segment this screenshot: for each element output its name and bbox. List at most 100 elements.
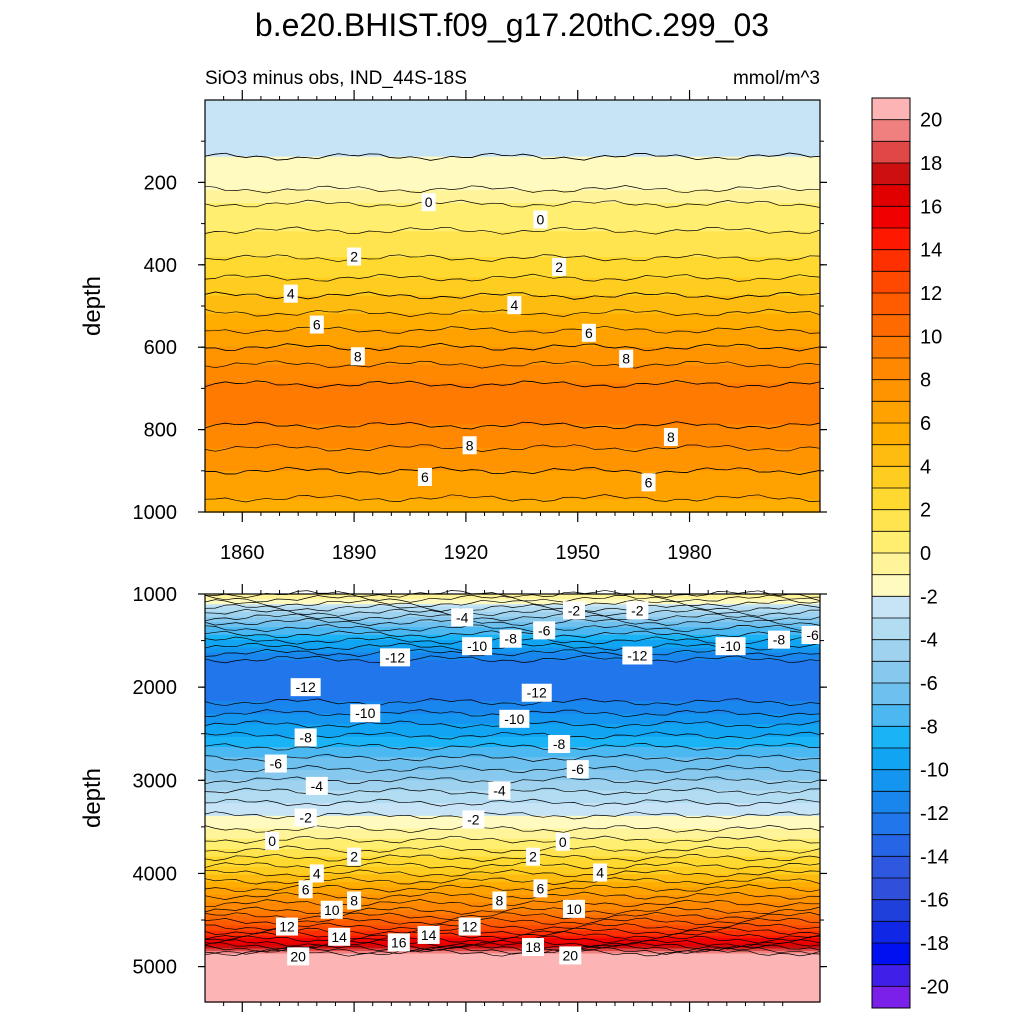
contour-band <box>205 928 820 932</box>
contour-label-text: 14 <box>331 929 347 945</box>
contour-label: 10 <box>563 899 585 918</box>
contour-band <box>205 257 820 261</box>
contour-label-text: -2 <box>568 602 581 618</box>
contour-band <box>205 665 820 669</box>
contour-band <box>205 352 820 356</box>
contour-band <box>205 200 820 204</box>
contour-band <box>205 372 820 377</box>
contour-band <box>205 833 820 838</box>
contour-label: 4 <box>507 296 522 315</box>
contour-label: -8 <box>768 630 790 649</box>
contour-band <box>205 344 820 348</box>
lower-panel: -4 -2 -2-8-6-10 -10 -8 -6-12 -12-12 -12-10 -10-8… <box>79 584 827 1012</box>
contour-label-text: -12 <box>385 649 405 665</box>
x-tick-label: 1950 <box>555 542 600 564</box>
contour-label-text: 6 <box>302 881 310 897</box>
contour-band <box>205 963 820 968</box>
contour-label-text: -2 <box>467 811 480 827</box>
contour-band <box>205 491 820 495</box>
contour-label-text: -12 <box>296 679 316 695</box>
contour-label: 0 <box>421 193 436 212</box>
contour-band <box>205 403 820 408</box>
contour-band <box>205 831 820 835</box>
contour-band <box>205 128 820 132</box>
contour-label: -10 <box>462 637 493 656</box>
contour-band <box>205 318 820 323</box>
contour-label: -10 <box>715 637 746 656</box>
x-tick-label: 1980 <box>667 542 712 564</box>
contour-label-text: -10 <box>355 705 375 721</box>
contour-band <box>205 996 820 1001</box>
contour-band <box>205 966 820 970</box>
contour-label: 6 <box>533 879 548 898</box>
contour-band <box>205 657 820 662</box>
colorbar-label: -16 <box>920 890 949 912</box>
contour-band <box>205 254 820 258</box>
contour-label-text: 6 <box>645 474 653 490</box>
x-axis: 1860 1890 1920 1950 1980 <box>220 90 784 564</box>
colorbar-label: -14 <box>920 846 949 868</box>
contour-label-text: 0 <box>268 833 276 849</box>
contour-band <box>205 846 820 850</box>
colorbar-swatch <box>872 141 910 164</box>
contour-band <box>205 272 820 276</box>
contour-label-text: -10 <box>504 711 524 727</box>
contour-band <box>205 102 820 106</box>
contour-label-text: -12 <box>527 685 547 701</box>
contour-band <box>205 754 820 758</box>
contour-band <box>205 777 820 781</box>
contour-label-text: 8 <box>350 892 358 908</box>
contour-line <box>204 845 821 854</box>
contour-line <box>204 152 821 161</box>
contour-band <box>205 460 820 464</box>
contour-line <box>204 199 821 208</box>
contour-band <box>205 424 820 428</box>
contour-line <box>204 825 821 834</box>
contour-line <box>204 876 821 885</box>
contour-band <box>205 795 820 799</box>
colorbar-swatch <box>872 184 910 207</box>
contour-band <box>205 655 820 659</box>
colorbar-label: 0 <box>920 543 931 565</box>
contour-band <box>205 884 820 889</box>
contour-label-text: 4 <box>313 865 321 881</box>
contour-band <box>205 734 820 738</box>
contour-band <box>205 105 820 109</box>
contour-band <box>205 769 820 774</box>
y-tick-label: 400 <box>144 255 177 277</box>
contour-band <box>205 973 820 978</box>
contour-line <box>204 291 821 300</box>
colorbar-swatch <box>872 423 910 446</box>
contour-band <box>205 445 820 449</box>
contour-label: -6 <box>566 760 589 779</box>
contour-label-text: -6 <box>270 756 283 772</box>
contour-band <box>205 675 820 679</box>
contour-band <box>205 624 820 628</box>
contour-band <box>205 887 820 891</box>
contour-label: 18 <box>522 938 544 957</box>
contour-band <box>205 910 820 914</box>
contour-label-text: 10 <box>566 901 582 917</box>
contour-line <box>204 226 821 235</box>
contour-band <box>205 614 820 618</box>
contour-label: -8 <box>294 728 317 747</box>
contour-label: 20 <box>559 946 582 965</box>
contour-band <box>205 486 820 490</box>
contour-label-text: 0 <box>425 194 433 210</box>
contour-band <box>205 398 820 403</box>
contour-band <box>205 736 820 741</box>
contour-line <box>204 939 821 948</box>
contour-band <box>205 277 820 282</box>
contour-band <box>205 339 820 343</box>
contour-band <box>205 468 820 472</box>
contour-line <box>204 185 821 194</box>
contour-band <box>205 218 820 222</box>
contour-band <box>205 889 820 894</box>
contour-band <box>205 125 820 130</box>
y-tick-label: 800 <box>144 420 177 442</box>
contour-line <box>204 835 821 844</box>
contour-band <box>205 148 820 153</box>
contour-band <box>205 933 820 937</box>
